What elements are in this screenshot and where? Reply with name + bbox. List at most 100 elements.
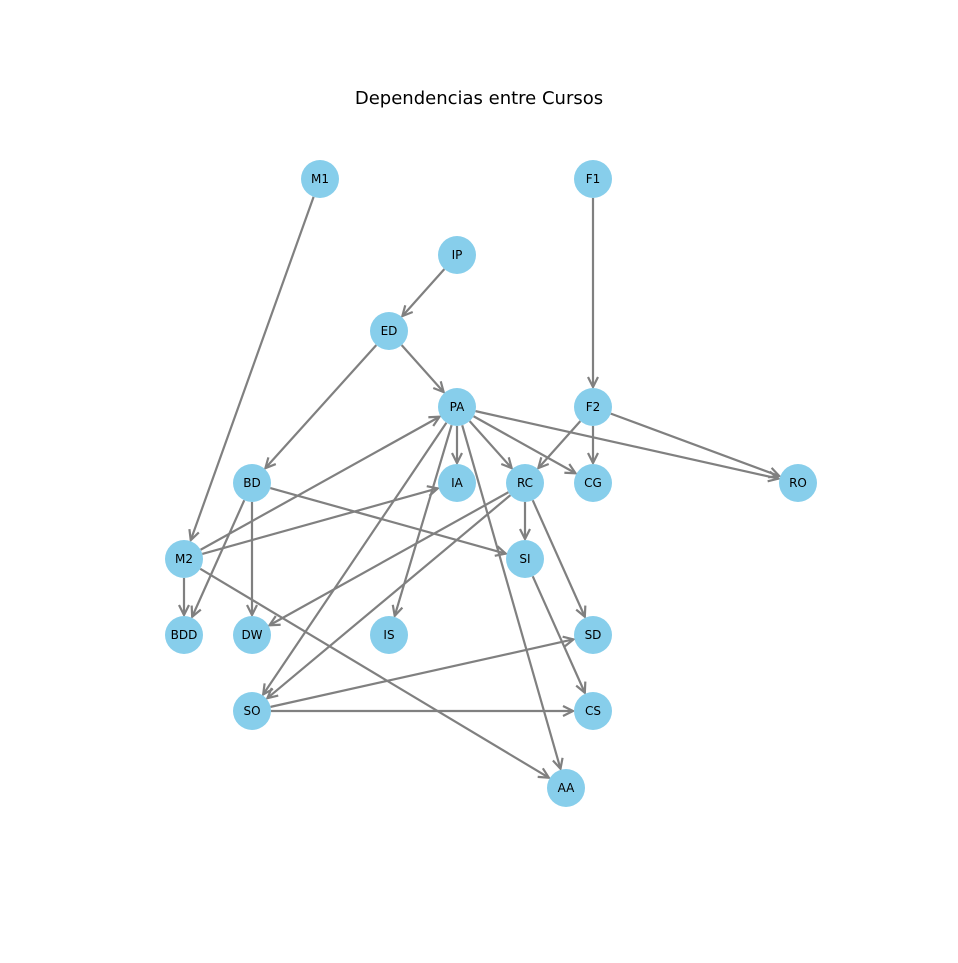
node-circle (233, 616, 271, 654)
node-label: M2 (175, 552, 193, 566)
arrowhead (263, 457, 277, 470)
edge-line (468, 420, 513, 469)
edge-rc-to-sd (531, 499, 587, 619)
node-circle (574, 692, 612, 730)
node-f2: F2 (574, 388, 612, 426)
edge-line (531, 499, 586, 618)
node-circle (165, 540, 203, 578)
arrowhead (587, 452, 599, 466)
node-circle (301, 160, 339, 198)
edge-line (199, 567, 550, 779)
node-circle (233, 692, 271, 730)
arrowhead (519, 528, 531, 542)
node-circle (370, 616, 408, 654)
arrowhead (537, 767, 551, 779)
node-bd: BD (233, 464, 271, 502)
node-circle (506, 540, 544, 578)
node-pa: PA (438, 388, 476, 426)
edge-rc-to-so (265, 494, 512, 700)
arrowhead (246, 604, 258, 618)
node-is: IS (370, 616, 408, 654)
node-si: SI (506, 540, 544, 578)
edge-m2-to-aa (199, 567, 551, 779)
node-label: M1 (311, 172, 329, 186)
node-rc: RC (506, 464, 544, 502)
edge-line (537, 420, 582, 469)
edge-line (268, 491, 509, 627)
edge-line (270, 487, 507, 555)
node-bdd: BDD (165, 616, 203, 654)
node-label: PA (450, 400, 465, 414)
edge-line (264, 344, 378, 469)
edge-line (191, 499, 246, 618)
arrowhead (400, 305, 414, 318)
node-label: BD (243, 476, 260, 490)
node-circle (779, 464, 817, 502)
edge-m2-to-ia (202, 485, 441, 555)
node-ia: IA (438, 464, 476, 502)
edge-f2-to-ro (610, 412, 782, 479)
node-label: IP (452, 248, 463, 262)
edge-bd-to-bdd (190, 499, 246, 619)
edge-line (400, 344, 445, 393)
edge-line (189, 196, 315, 541)
edge-rc-to-si (519, 502, 531, 542)
edges-layer (178, 196, 782, 779)
node-circle (506, 464, 544, 502)
node-label: RC (517, 476, 533, 490)
arrowhead (188, 528, 200, 543)
node-ro: RO (779, 464, 817, 502)
edge-si-to-cs (531, 575, 587, 695)
node-label: ED (381, 324, 398, 338)
node-circle (233, 464, 271, 502)
edge-line (202, 487, 439, 555)
node-sd: SD (574, 616, 612, 654)
node-ip: IP (438, 236, 476, 274)
edge-f2-to-rc (536, 420, 582, 470)
arrowhead (500, 457, 514, 470)
node-aa: AA (547, 769, 585, 807)
node-label: BDD (171, 628, 198, 642)
edge-line (610, 412, 780, 478)
arrowhead (451, 452, 463, 466)
node-label: IA (451, 476, 464, 490)
node-circle (438, 388, 476, 426)
node-circle (438, 464, 476, 502)
arrowhead (575, 605, 587, 619)
node-label: SI (519, 552, 530, 566)
node-label: CG (584, 476, 602, 490)
node-label: RO (789, 476, 807, 490)
edge-line (200, 415, 441, 551)
edge-line (475, 410, 779, 480)
node-dw: DW (233, 616, 271, 654)
node-circle (574, 160, 612, 198)
node-circle (165, 616, 203, 654)
arrowhead (552, 757, 564, 772)
edge-f1-to-f2 (587, 198, 599, 390)
edge-ip-to-ed (400, 268, 446, 318)
node-label: AA (558, 781, 576, 795)
edge-line (401, 268, 446, 317)
edge-line (473, 415, 577, 475)
node-label: SD (585, 628, 602, 642)
arrowhead (265, 687, 279, 700)
edge-pa-to-rc (468, 420, 514, 470)
arrowhead (564, 463, 578, 475)
edge-ed-to-bd (263, 344, 378, 470)
node-f1: F1 (574, 160, 612, 198)
node-circle (574, 464, 612, 502)
node-label: F1 (586, 172, 601, 186)
edge-line (531, 575, 586, 694)
node-label: DW (241, 628, 262, 642)
arrowhead (190, 605, 202, 619)
arrowhead (391, 604, 404, 619)
node-circle (370, 312, 408, 350)
edge-m1-to-m2 (188, 196, 315, 543)
node-cs: CS (574, 692, 612, 730)
node-m1: M1 (301, 160, 339, 198)
arrowhead (178, 604, 190, 618)
arrowhead (494, 545, 509, 557)
arrowhead (426, 485, 441, 497)
